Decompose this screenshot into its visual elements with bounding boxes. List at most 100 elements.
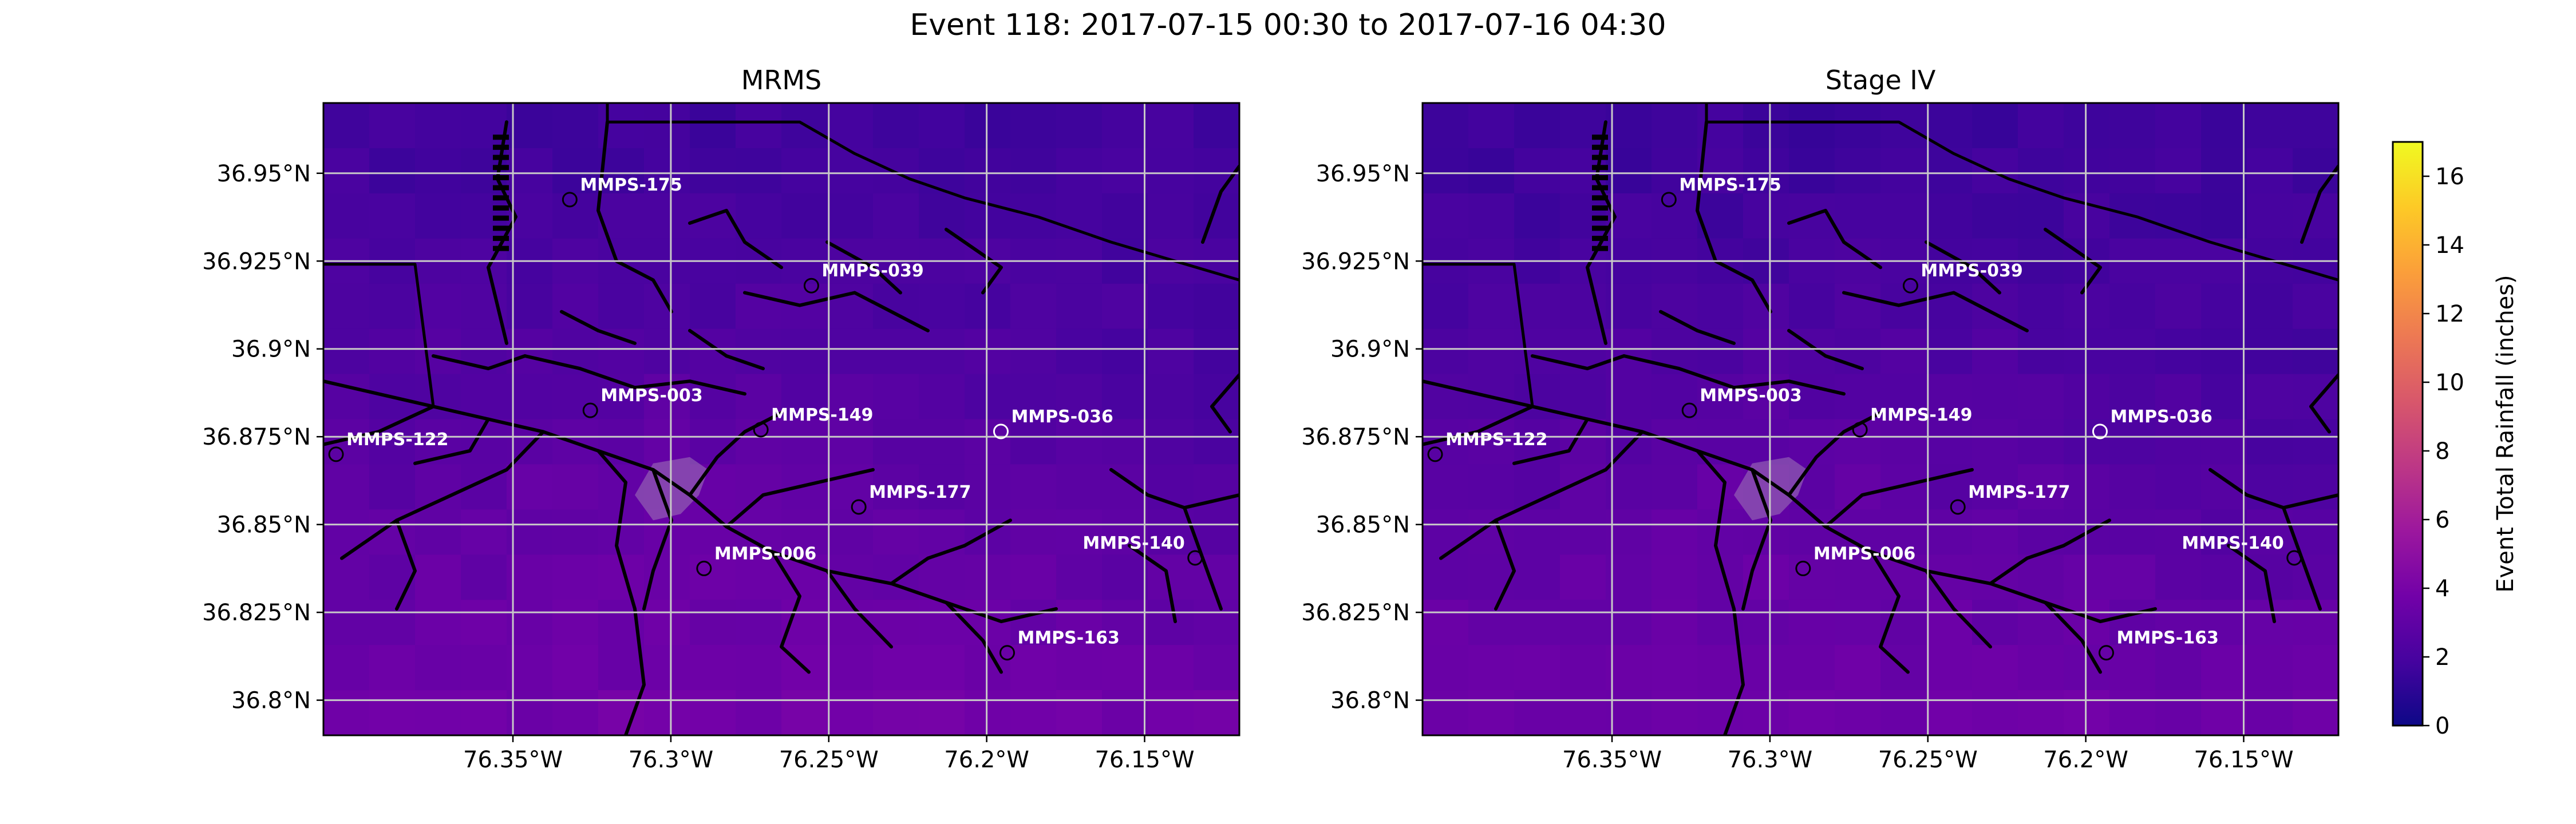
rainfall-cell — [919, 193, 965, 239]
rainfall-cell — [1743, 103, 1789, 149]
station-marker[interactable] — [803, 278, 819, 294]
rainfall-cell — [1102, 283, 1148, 330]
coastline — [1622, 354, 1846, 396]
rainfall-cell — [1102, 374, 1148, 420]
rainfall-cell — [1468, 645, 1515, 691]
rainfall-cell — [644, 690, 690, 735]
y-tick-label: 36.8°N — [1330, 688, 1410, 714]
rainfall-cell — [507, 283, 553, 330]
station-marker[interactable] — [1902, 278, 1918, 294]
rainfall-cell — [1652, 554, 1698, 601]
rainfall-cell — [1056, 103, 1103, 149]
station-marker[interactable] — [562, 192, 578, 208]
rainfall-cell — [369, 600, 416, 646]
station-marker[interactable] — [2098, 645, 2114, 661]
rainfall-cell — [507, 328, 553, 375]
coastline — [1925, 240, 2001, 295]
station-marker[interactable] — [999, 645, 1015, 661]
rainfall-cell — [552, 193, 599, 239]
station-layer: MMPS-175 MMPS-039 MMPS-003 MMPS-149 MMPS-036… — [1427, 175, 2302, 661]
rainfall-cell — [919, 690, 965, 735]
station-marker[interactable] — [1950, 499, 1966, 515]
station-marker[interactable] — [696, 560, 712, 576]
rainfall-cell — [1468, 193, 1515, 239]
coastline — [688, 328, 765, 371]
rainfall-cell — [1789, 554, 1835, 601]
rainfall-cell — [552, 554, 599, 601]
rainfall-cell — [369, 328, 416, 375]
rainfall-cell — [1194, 645, 1239, 691]
rainfall-cell — [2293, 600, 2338, 646]
pier-mark — [493, 165, 509, 171]
rainfall-cell — [461, 645, 507, 691]
station-marker[interactable] — [993, 423, 1009, 439]
rainfall-cell — [2018, 374, 2064, 420]
rainfall-cell — [873, 554, 919, 601]
coastline — [1824, 468, 1974, 529]
rainfall-cell — [1194, 690, 1239, 735]
rainfall-cell — [919, 464, 965, 510]
station-marker[interactable] — [753, 422, 769, 438]
station-marker[interactable] — [582, 402, 598, 418]
rainfall-cell — [1102, 419, 1148, 465]
rainfall-cell — [1835, 645, 1881, 691]
rainfall-cell — [1056, 509, 1103, 556]
rainfall-cell — [2064, 690, 2110, 735]
station-marker[interactable] — [1681, 402, 1697, 418]
rainfall-cell — [1514, 148, 1560, 194]
rainfall-cell — [2201, 328, 2247, 375]
x-tick-label: 76.2°W — [944, 747, 1029, 773]
rainfall-cell — [415, 103, 461, 149]
rainfall-cell — [873, 103, 919, 149]
rainfall-cell — [507, 690, 553, 735]
rainfall-cell — [415, 328, 461, 375]
rainfall-cell — [1697, 645, 1744, 691]
colorbar: 0 2 4 6 8 10 12 14 16 Event Total Rainfall (inche… — [2392, 141, 2519, 739]
rainfall-cell — [873, 419, 919, 465]
rainfall-cell — [736, 645, 782, 691]
station-label: MMPS-177 — [1968, 482, 2070, 502]
x-tick-label: 76.3°W — [629, 747, 714, 773]
station-marker[interactable] — [328, 446, 344, 462]
rainfall-cell — [1010, 374, 1057, 420]
station-marker[interactable] — [851, 499, 867, 515]
rainfall-cell — [1514, 690, 1560, 735]
rainfall-cell — [552, 148, 599, 194]
rainfall-cell — [461, 103, 507, 149]
station-marker[interactable] — [2286, 550, 2302, 566]
station-marker[interactable] — [1852, 422, 1868, 438]
rainfall-cell — [415, 509, 461, 556]
rainfall-cell — [415, 193, 461, 239]
pier-mark — [1592, 175, 1608, 180]
y-tick-label: 36.8°N — [231, 688, 311, 714]
rainfall-cell — [1423, 283, 1469, 330]
rainfall-cell — [2293, 645, 2338, 691]
rainfall-cell — [415, 464, 461, 510]
pier-mark — [493, 134, 509, 140]
rainfall-cell — [1514, 509, 1560, 556]
rainfall-cell — [369, 464, 416, 510]
station-marker[interactable] — [1187, 550, 1203, 566]
station-marker[interactable] — [1795, 560, 1811, 576]
rainfall-cell — [1652, 690, 1698, 735]
rainfall-cell — [873, 509, 919, 556]
station-marker[interactable] — [1427, 446, 1443, 462]
rainfall-cell — [2064, 419, 2110, 465]
rainfall-cell — [552, 690, 599, 735]
panel-frame — [1421, 102, 2340, 736]
station-marker[interactable] — [2092, 423, 2108, 439]
rainfall-cell — [507, 374, 553, 420]
rainfall-cell — [827, 193, 874, 239]
rainfall-cell — [1743, 645, 1789, 691]
rainfall-cell — [1560, 374, 1606, 420]
coastline — [2309, 373, 2338, 434]
rainfall-cell — [552, 103, 599, 149]
gridlines — [323, 103, 1239, 735]
rainfall-cell — [965, 103, 1011, 149]
rainfall-cell — [2109, 374, 2156, 420]
station-marker[interactable] — [1661, 192, 1677, 208]
rainfall-cell — [1194, 283, 1239, 330]
rainfall-cell — [1652, 148, 1698, 194]
coastline — [340, 430, 545, 560]
coastline — [1439, 430, 1644, 560]
